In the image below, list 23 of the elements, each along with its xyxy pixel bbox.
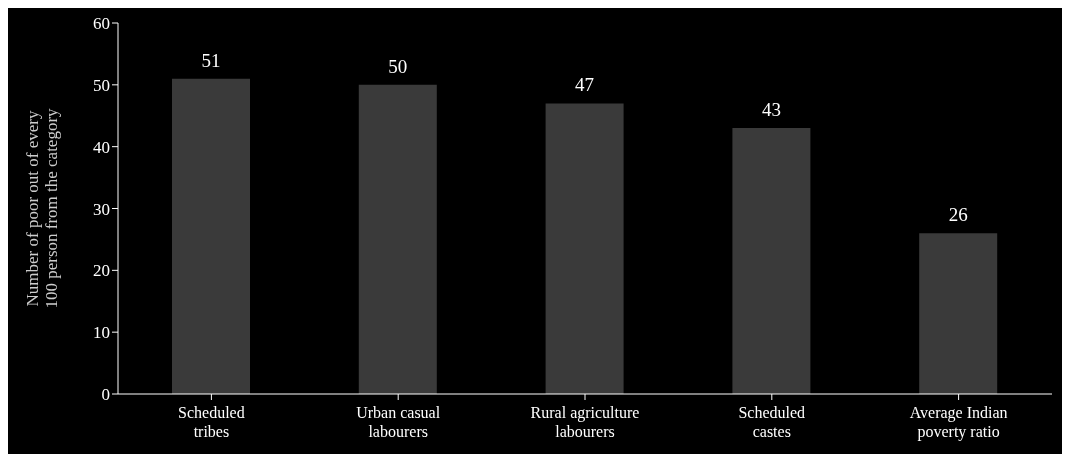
y-tick-label: 20 <box>93 261 110 281</box>
y-tick-label: 40 <box>93 137 110 157</box>
bar <box>172 78 250 394</box>
data-label: 51 <box>201 49 221 71</box>
x-tick-label: Scheduled tribes <box>178 404 245 440</box>
y-axis-title: Number of poor out of every 100 person from the category <box>23 107 61 309</box>
bar <box>919 233 998 394</box>
y-tick-label: 0 <box>101 385 110 405</box>
x-tick-label: Urban casual labourers <box>356 404 441 440</box>
data-label: 50 <box>388 55 408 77</box>
y-tick-label: 10 <box>93 323 110 343</box>
x-tick-label: Average Indian poverty ratio <box>909 404 1008 441</box>
data-label: 43 <box>761 99 781 121</box>
data-label: 26 <box>948 204 968 226</box>
bar <box>545 103 624 394</box>
x-tick-label: Rural agriculture labourers <box>530 404 640 440</box>
bar <box>732 128 811 394</box>
bar <box>358 84 437 394</box>
y-tick-label: 30 <box>93 199 110 219</box>
data-label: 47 <box>575 74 595 96</box>
y-tick-label: 60 <box>93 14 110 34</box>
y-tick-label: 50 <box>93 75 110 95</box>
x-tick-label: Scheduled castes <box>738 404 806 440</box>
